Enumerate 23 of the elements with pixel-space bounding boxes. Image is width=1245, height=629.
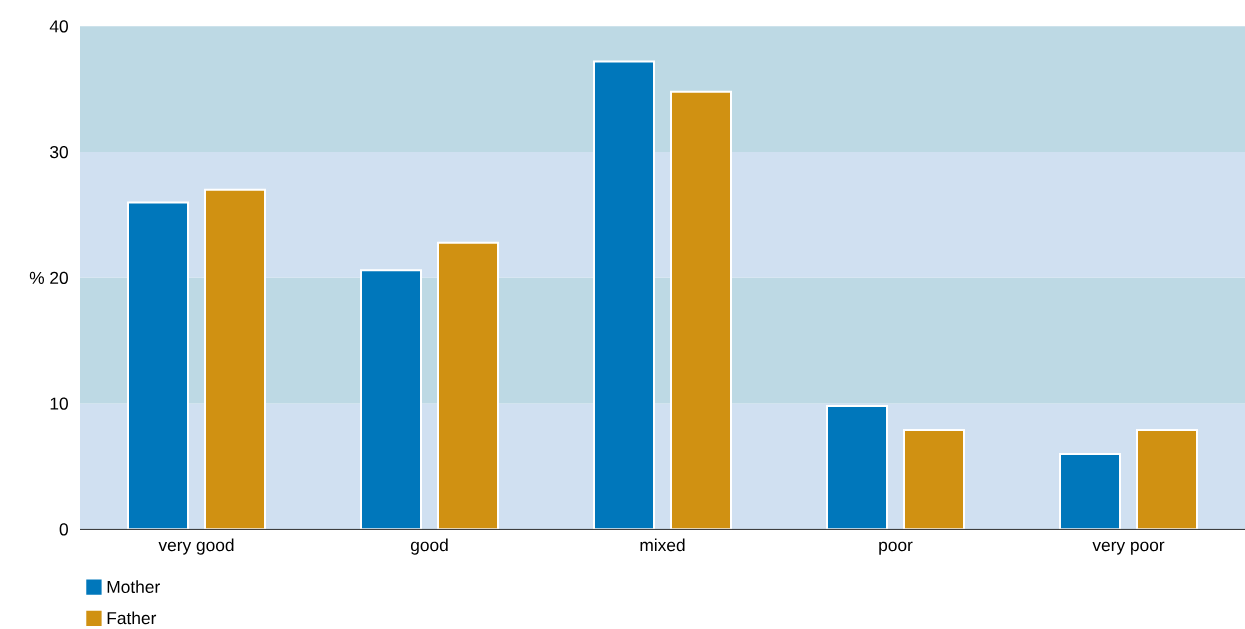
bar (1136, 428, 1199, 531)
legend-label: Father (107, 611, 157, 625)
y-tick-label: 0 (59, 523, 68, 536)
x-tick-label: poor (879, 541, 913, 555)
x-tick-label: very good (158, 538, 234, 555)
bar (826, 404, 888, 531)
bar (204, 188, 267, 531)
y-tick-label: 20 (50, 271, 68, 284)
bar (437, 241, 500, 531)
x-tick-label: good (410, 538, 448, 555)
bar (360, 269, 423, 531)
bar (1059, 452, 1122, 531)
bar (670, 90, 733, 531)
y-axis-title: % (29, 271, 45, 284)
bar (593, 60, 656, 531)
bar (127, 201, 190, 531)
y-tick-label: 40 (49, 20, 68, 33)
x-tick-label: mixed (640, 538, 685, 552)
y-tick-label: 30 (50, 145, 68, 159)
legend-label: Mother (107, 580, 160, 593)
y-tick-label: 10 (50, 397, 68, 410)
x-tick-label: very poor (1092, 541, 1165, 555)
bar (903, 428, 965, 531)
